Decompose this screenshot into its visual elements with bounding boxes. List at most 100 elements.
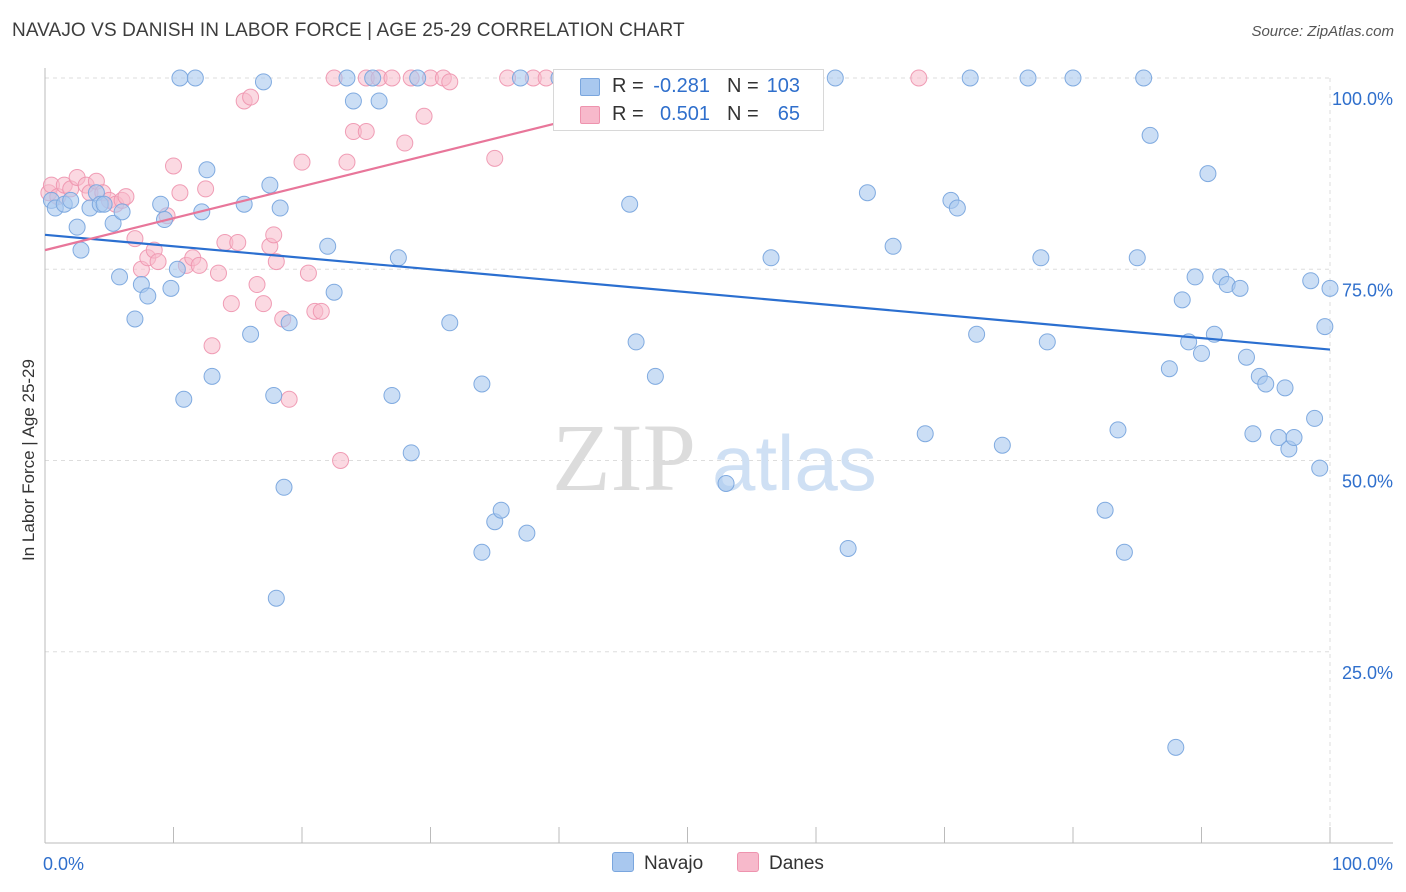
danes-point [312,302,330,320]
navajo-point [1276,379,1294,397]
danes-swatch [580,106,600,124]
danes-point [332,452,350,469]
navajo-point [1231,279,1249,297]
navajo-point [198,161,216,179]
y-axis-title: In Labor Force | Age 25-29 [19,359,38,561]
danes-point [203,337,221,355]
y-tick-label: 25.0% [1342,663,1393,683]
danes-point [165,157,182,175]
danes-point [190,256,208,274]
navajo-point [627,333,645,351]
navajo-point [1306,409,1324,427]
navajo-point [402,444,420,462]
navajo-point [1199,165,1217,183]
navajo-point [186,69,204,87]
navajo-point [762,249,780,267]
danes-point [267,253,285,271]
r-label: R = [612,75,644,97]
watermark: ZIP atlas [552,404,877,511]
legend-row-navajo: R = -0.281 N = 103 [554,73,823,101]
danes-point [265,226,283,244]
danes-point [383,69,401,87]
navajo-point [1257,375,1275,393]
navajo-point [95,195,113,213]
navajo-point [826,69,844,87]
r-value: -0.281 [653,75,710,97]
navajo-point [441,314,459,332]
navajo-point [68,218,86,236]
navajo-point [162,279,180,297]
navajo-point [1193,344,1210,362]
navajo-point [858,184,876,202]
navajo-point [1019,69,1037,87]
navajo-point [1135,69,1153,87]
navajo-point [1302,272,1320,290]
navajo-point [344,92,362,110]
x-tick-label-min: 0.0% [43,854,84,874]
legend-row-danes: R = 0.501 N = 65 [554,101,823,129]
navajo-point [265,386,283,404]
navajo-point [1167,738,1185,756]
navajo-point [518,524,536,542]
danes-label: Danes [769,853,824,874]
x-tick-label-max: 100.0% [1332,854,1393,874]
navajo-point [993,436,1011,454]
danes-point [149,253,167,271]
danes-point [222,295,240,313]
y-tick-label: 50.0% [1342,472,1393,492]
danes-point [441,73,459,91]
danes-point [338,153,356,171]
danes-point [415,107,433,125]
navajo-point [1244,425,1262,443]
navajo-point [152,195,170,213]
navajo-point [409,69,427,87]
danes-point [197,180,215,198]
navajo-point [104,214,122,232]
navajo-point [267,589,285,607]
navajo-point [175,390,193,408]
danes-point [171,184,189,202]
navajo-point [72,241,90,259]
navajo-point [717,474,735,492]
watermark-atlas: atlas [712,419,877,507]
navajo-point [839,539,857,557]
navajo-point [280,314,298,332]
n-label: N = [727,75,759,97]
navajo-point [473,375,491,393]
correlation-legend: R = -0.281 N = 103 R = 0.501 N = 65 [553,69,824,131]
navajo-point [113,203,131,221]
navajo-point [126,310,144,328]
navajo-point [1311,459,1329,477]
navajo-point [884,237,902,255]
legend-item-danes: Danes [737,852,824,875]
navajo-point [646,367,664,385]
watermark-zip: ZIP [552,404,696,511]
danes-point [248,276,266,294]
navajo-swatch [612,852,634,872]
danes-point [229,233,247,251]
y-tick-label: 100.0% [1332,89,1393,109]
navajo-point [319,237,337,255]
navajo-point [1316,318,1334,336]
navajo-point [492,501,510,519]
navajo-point [948,199,966,217]
navajo-point [511,69,529,87]
navajo-point [325,283,343,301]
danes-point [117,188,135,206]
navajo-point [968,325,986,343]
navajo-point [1285,429,1303,447]
chart-title: NAVAJO VS DANISH IN LABOR FORCE | AGE 25… [12,20,685,41]
navajo-point [254,73,272,91]
n-value: 65 [777,103,800,125]
navajo-point [1141,126,1159,144]
navajo-point [961,69,979,87]
navajo-point [111,268,129,286]
r-label: R = [612,103,644,125]
navajo-point [168,260,186,278]
navajo-point [1128,249,1146,267]
danes-point [299,264,317,282]
navajo-point [171,69,189,87]
danes-point [396,134,414,152]
navajo-label: Navajo [644,853,704,874]
danes-point [357,123,375,141]
